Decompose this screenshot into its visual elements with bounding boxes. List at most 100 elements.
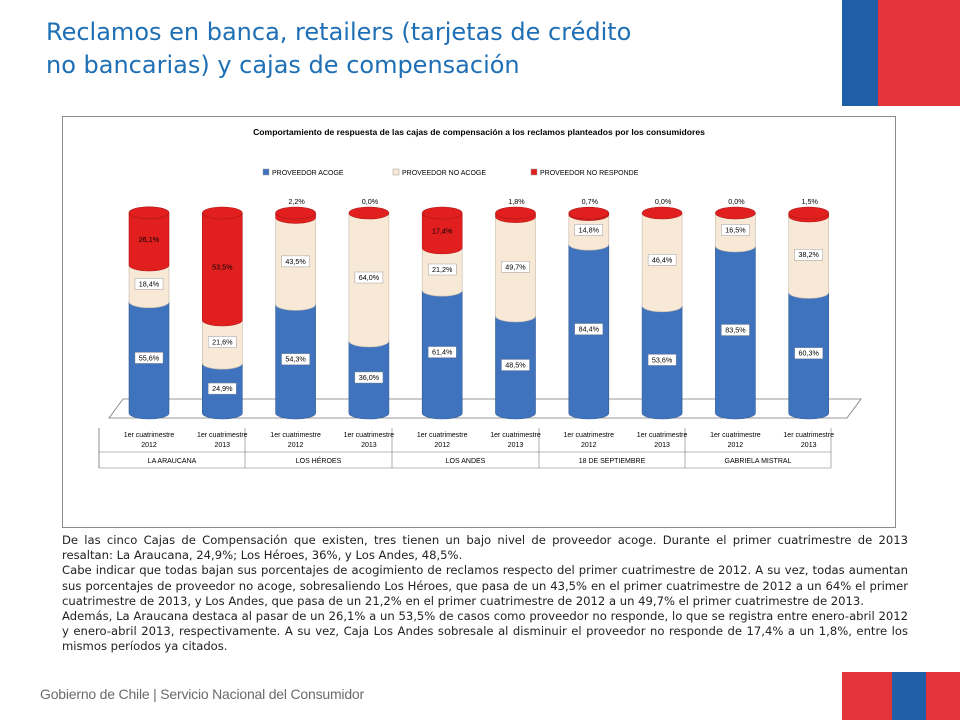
bar-top-cap xyxy=(348,206,390,220)
data-label-box xyxy=(134,278,164,290)
page-title-line2: no bancarias) y cajas de compensación xyxy=(46,51,520,79)
data-label-box xyxy=(208,382,237,395)
data-label: 14,8% xyxy=(579,225,600,234)
bar-top-cap xyxy=(128,206,170,220)
legend-label: PROVEEDOR NO RESPONDE xyxy=(540,170,639,177)
data-label-box xyxy=(501,261,530,273)
period-label: 1er cuatrimestre xyxy=(124,432,175,439)
bar-top-cap xyxy=(788,206,830,220)
data-label-box xyxy=(208,336,237,348)
data-label-box xyxy=(428,346,457,358)
period-year-label: 2013 xyxy=(215,442,231,449)
bar-segment xyxy=(128,212,170,272)
period-year-label: 2013 xyxy=(654,442,670,449)
data-label: 0,0% xyxy=(362,197,379,206)
flag-red-stripe xyxy=(926,672,960,720)
chart-frame: Comportamiento de respuesta de las cajas… xyxy=(62,116,896,528)
data-label-box xyxy=(281,255,310,268)
data-label: 83,5% xyxy=(725,326,746,335)
legend-label: PROVEEDOR ACOGE xyxy=(272,170,344,177)
data-label: 54,3% xyxy=(285,355,306,364)
flag-stripes-top xyxy=(842,0,960,106)
legend-swatch xyxy=(262,168,270,176)
data-label: 1,8% xyxy=(508,197,525,206)
period-year-label: 2013 xyxy=(508,442,524,449)
group-label: 18 DE SEPTIEMBRE xyxy=(579,458,646,465)
data-label-box xyxy=(721,224,750,236)
group-label: LA ARAUCANA xyxy=(148,458,197,465)
bar-top-cap xyxy=(275,206,316,220)
data-label: 21,6% xyxy=(212,338,233,347)
group-label: LOS ANDES xyxy=(446,458,486,465)
period-label: 1er cuatrimestre xyxy=(637,432,688,439)
period-label: 1er cuatrimestre xyxy=(270,432,321,439)
data-label-box xyxy=(281,353,310,365)
data-label-box xyxy=(354,271,384,284)
data-label: 49,7% xyxy=(505,262,526,271)
data-label-box xyxy=(794,248,823,261)
footer-gov-label: Gobierno de Chile | Servicio Nacional de… xyxy=(40,686,364,702)
period-year-label: 2012 xyxy=(728,442,744,449)
bar-top-cap xyxy=(421,206,463,220)
data-label: 64,0% xyxy=(359,273,380,282)
data-label: 53,6% xyxy=(652,355,673,364)
chart-title: Comportamiento de respuesta de las cajas… xyxy=(253,127,705,137)
period-year-label: 2012 xyxy=(434,442,450,449)
data-label: 48,5% xyxy=(505,361,526,370)
data-label: 26,1% xyxy=(139,235,160,244)
data-label-box xyxy=(647,254,677,266)
period-label: 1er cuatrimestre xyxy=(197,432,248,439)
data-label: 1,5% xyxy=(802,197,819,206)
flag-blue-stripe xyxy=(892,672,926,720)
bar-top-cap xyxy=(641,206,683,220)
stacked-bar-chart: Comportamiento de respuesta de las cajas… xyxy=(98,127,862,469)
data-label: 0,7% xyxy=(582,197,599,206)
flag-stripes-bottom xyxy=(842,672,960,720)
flag-blue-stripe xyxy=(842,0,878,106)
flag-red-stripe xyxy=(878,0,960,106)
data-label-box xyxy=(574,323,603,335)
data-label: 2,2% xyxy=(288,197,305,206)
bar-top-cap xyxy=(495,206,536,220)
data-label-box xyxy=(428,263,457,276)
period-year-label: 2012 xyxy=(288,442,304,449)
data-label-box xyxy=(501,359,530,371)
data-label: 61,4% xyxy=(432,348,453,357)
period-label: 1er cuatrimestre xyxy=(710,432,761,439)
data-label: 0,0% xyxy=(728,197,745,206)
data-label: 38,2% xyxy=(799,250,820,259)
data-label: 53,5% xyxy=(212,263,233,272)
data-label: 18,4% xyxy=(139,279,160,288)
data-label: 21,2% xyxy=(432,265,453,274)
data-label-box xyxy=(794,347,823,359)
bar-top-cap xyxy=(568,206,610,220)
data-label: 16,5% xyxy=(725,226,746,235)
data-label: 36,0% xyxy=(359,373,380,382)
period-year-label: 2012 xyxy=(141,442,157,449)
period-label: 1er cuatrimestre xyxy=(344,432,395,439)
data-label: 0,0% xyxy=(655,197,672,206)
bar-segment xyxy=(202,212,243,327)
data-label: 17,4% xyxy=(432,226,453,235)
period-label: 1er cuatrimestre xyxy=(490,432,541,439)
group-label: GABRIELA MISTRAL xyxy=(725,458,792,465)
bar-top-cap xyxy=(202,206,243,220)
data-label: 60,3% xyxy=(799,349,820,358)
period-year-label: 2012 xyxy=(581,442,597,449)
period-label: 1er cuatrimestre xyxy=(783,432,834,439)
period-label: 1er cuatrimestre xyxy=(417,432,468,439)
legend-swatch xyxy=(530,168,538,176)
page-title: Reclamos en banca, retailers (tarjetas d… xyxy=(46,16,826,82)
legend-swatch xyxy=(392,168,400,176)
data-label: 43,5% xyxy=(285,257,306,266)
body-text: De las cinco Cajas de Compensación que e… xyxy=(62,533,908,655)
data-label: 55,6% xyxy=(139,353,160,362)
page-title-line1: Reclamos en banca, retailers (tarjetas d… xyxy=(46,18,632,46)
data-label: 84,4% xyxy=(579,325,600,334)
data-label-box xyxy=(134,352,164,364)
data-label-box xyxy=(574,224,603,236)
group-label: LOS HÉROES xyxy=(296,456,342,465)
period-year-label: 2013 xyxy=(801,442,817,449)
flag-red-stripe xyxy=(842,672,892,720)
period-year-label: 2013 xyxy=(361,442,377,449)
